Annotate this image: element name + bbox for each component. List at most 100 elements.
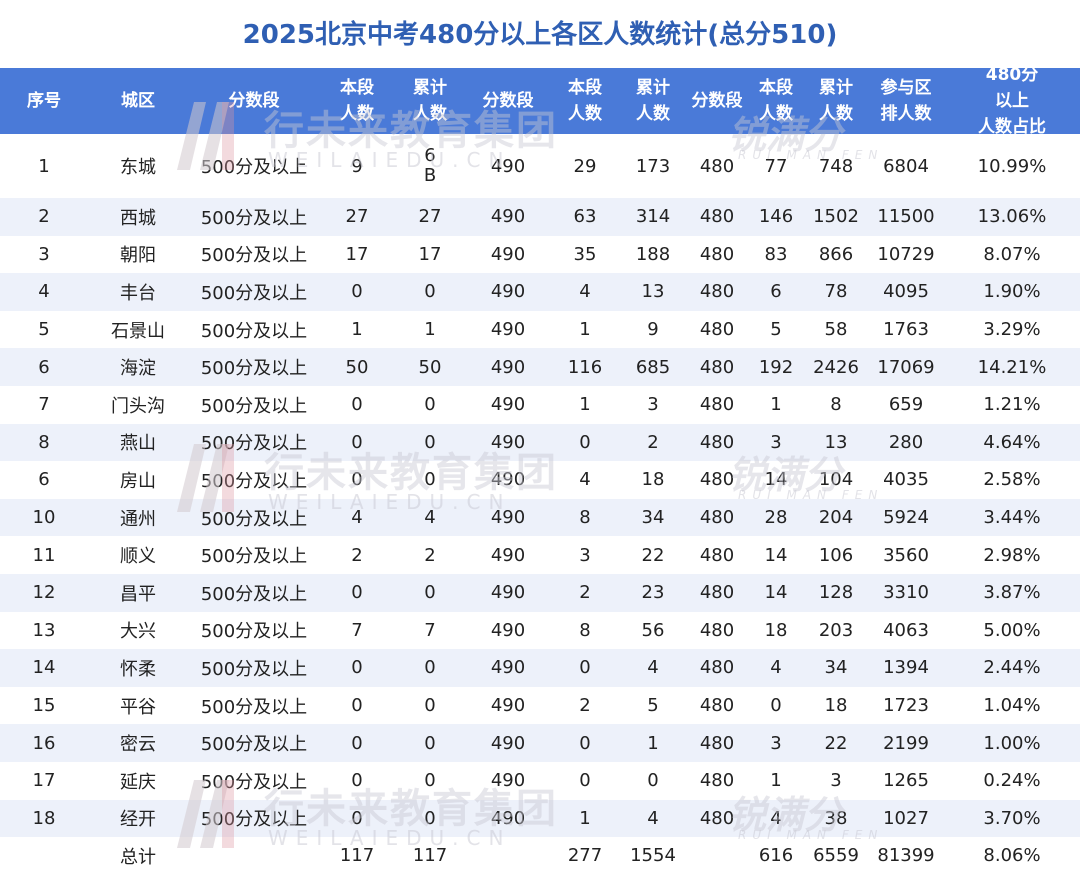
table-row: 15 平谷 500分及以上 0 0 490 2 5 480 0 18 1723 1.04% <box>0 687 1080 725</box>
cell-col-cumulative-2: 4 <box>647 807 659 829</box>
cell-col-count-3: 14 <box>764 469 788 491</box>
cell-col-cumulative-2: 685 <box>635 356 671 378</box>
cell-col-score-band-1: 500分及以上 <box>200 358 308 380</box>
cell-col-index: 8 <box>38 431 50 453</box>
cell-col-ratio: 2.98% <box>983 544 1041 566</box>
cell-col-ratio: 1.21% <box>983 394 1041 416</box>
cell-col-district: 朝阳 <box>120 245 156 267</box>
cell-col-cumulative-2: 56 <box>641 619 665 641</box>
cell-col-count-3: 6 <box>770 281 782 303</box>
cell-col-district: 昌平 <box>120 583 156 605</box>
header-col-cumulative-3: 累计 人数 <box>819 78 853 124</box>
table-row: 14 怀柔 500分及以上 0 0 490 0 4 480 4 34 1394 2.44% <box>0 649 1080 687</box>
cell-col-count-1: 1 <box>351 319 363 341</box>
cell-col-score-band-1: 500分及以上 <box>200 546 308 568</box>
cell-col-count-2: 277 <box>567 845 603 867</box>
cell-col-score-band-3: 480 <box>699 394 735 416</box>
cell-col-participants: 2199 <box>883 732 929 754</box>
cell-col-count-1: 0 <box>351 281 363 303</box>
cell-col-score-band-2: 490 <box>490 281 526 303</box>
table-row: 1 东城 500分及以上 9 6 B 490 29 173 480 77 748 6804 10.99% <box>0 134 1080 198</box>
cell-col-score-band-2: 490 <box>490 695 526 717</box>
cell-col-count-2: 29 <box>573 155 597 177</box>
cell-col-count-3: 1 <box>770 770 782 792</box>
cell-col-score-band-2: 490 <box>490 770 526 792</box>
table-row: 10 通州 500分及以上 4 4 490 8 34 480 28 204 5924 3.44% <box>0 498 1080 537</box>
cell-col-count-1: 0 <box>351 732 363 754</box>
cell-col-count-3: 616 <box>758 845 794 867</box>
cell-col-cumulative-2: 188 <box>635 243 671 265</box>
cell-col-cumulative-2: 4 <box>647 657 659 679</box>
cell-col-count-1: 0 <box>351 431 363 453</box>
cell-col-score-band-3: 480 <box>699 356 735 378</box>
cell-col-cumulative-3: 748 <box>818 155 854 177</box>
cell-col-cumulative-2: 314 <box>635 206 671 228</box>
cell-col-score-band-2: 490 <box>490 732 526 754</box>
cell-col-cumulative-2: 34 <box>641 507 665 529</box>
cell-col-cumulative-1: 0 <box>424 770 436 792</box>
cell-col-cumulative-3: 22 <box>824 732 848 754</box>
cell-col-ratio: 13.06% <box>977 206 1047 228</box>
cell-col-district: 西城 <box>120 207 156 229</box>
cell-col-score-band-2: 490 <box>490 155 526 177</box>
cell-col-participants: 1027 <box>883 807 929 829</box>
cell-col-index: 4 <box>38 281 50 303</box>
cell-col-district: 丰台 <box>120 282 156 304</box>
cell-col-ratio: 3.87% <box>983 582 1041 604</box>
cell-col-cumulative-1: 17 <box>418 243 442 265</box>
cell-col-cumulative-1: 50 <box>418 356 442 378</box>
cell-col-ratio: 2.44% <box>983 657 1041 679</box>
cell-col-score-band-1: 500分及以上 <box>200 771 308 793</box>
cell-col-score-band-2: 490 <box>490 507 526 529</box>
cell-col-score-band-1: 500分及以上 <box>200 734 308 756</box>
cell-col-score-band-2: 490 <box>490 619 526 641</box>
cell-col-score-band-1: 500分及以上 <box>200 395 308 417</box>
cell-col-district: 东城 <box>120 157 156 178</box>
cell-col-count-1: 117 <box>339 845 375 867</box>
cell-col-cumulative-1: 1 <box>424 319 436 341</box>
cell-col-participants: 11500 <box>877 206 935 228</box>
cell-col-score-band-3: 480 <box>699 431 735 453</box>
cell-col-ratio: 3.70% <box>983 807 1041 829</box>
cell-col-score-band-3: 480 <box>699 319 735 341</box>
cell-col-score-band-3: 480 <box>699 582 735 604</box>
cell-col-cumulative-3: 13 <box>824 431 848 453</box>
cell-col-cumulative-3: 18 <box>824 695 848 717</box>
cell-col-score-band-3: 480 <box>699 695 735 717</box>
table-row: 6 房山 500分及以上 0 0 490 4 18 480 14 104 4035 2.58% <box>0 461 1080 499</box>
header-col-district: 城区 <box>121 91 155 111</box>
cell-col-cumulative-1: 0 <box>424 657 436 679</box>
cell-col-participants: 1763 <box>883 319 929 341</box>
cell-col-participants: 6804 <box>883 155 929 177</box>
cell-col-count-1: 7 <box>351 619 363 641</box>
table-row: 4 丰台 500分及以上 0 0 490 4 13 480 6 78 4095 1.90% <box>0 273 1080 311</box>
cell-col-score-band-2: 490 <box>490 356 526 378</box>
total-row: 总计 117 117 277 1554 616 6559 81399 8.06% <box>0 837 1080 875</box>
cell-col-cumulative-1: 0 <box>424 732 436 754</box>
cell-col-score-band-2: 490 <box>490 394 526 416</box>
page-title: 2025北京中考480分以上各区人数统计(总分510) <box>242 20 838 50</box>
cell-col-participants: 4063 <box>883 619 929 641</box>
cell-col-district: 海淀 <box>120 358 156 380</box>
table-row: 2 西城 500分及以上 27 27 490 63 314 480 146 1502 11500 13.… <box>0 198 1080 236</box>
cell-col-cumulative-3: 2426 <box>813 356 859 378</box>
cell-col-cumulative-2: 22 <box>641 544 665 566</box>
cell-col-index: 7 <box>38 394 50 416</box>
table-row: 16 密云 500分及以上 0 0 490 0 1 480 3 22 2199 1.00% <box>0 724 1080 762</box>
cell-col-cumulative-3: 866 <box>818 243 854 265</box>
cell-col-count-2: 0 <box>579 657 591 679</box>
cell-col-cumulative-3: 6559 <box>813 845 859 867</box>
cell-col-count-3: 3 <box>770 732 782 754</box>
table-row: 3 朝阳 500分及以上 17 17 490 35 188 480 83 866 10729 8.07% <box>0 236 1080 274</box>
cell-col-count-3: 4 <box>770 657 782 679</box>
cell-col-participants: 1265 <box>883 770 929 792</box>
cell-col-cumulative-1: 4 <box>424 507 436 529</box>
cell-col-district: 延庆 <box>120 771 156 793</box>
cell-col-ratio: 4.64% <box>983 431 1041 453</box>
cell-col-cumulative-2: 1 <box>647 732 659 754</box>
cell-col-cumulative-3: 3 <box>830 770 842 792</box>
cell-col-score-band-1: 500分及以上 <box>200 696 308 718</box>
cell-col-participants: 280 <box>888 431 924 453</box>
cell-col-cumulative-2: 13 <box>641 281 665 303</box>
header-col-score-band-1: 分数段 <box>228 91 280 111</box>
